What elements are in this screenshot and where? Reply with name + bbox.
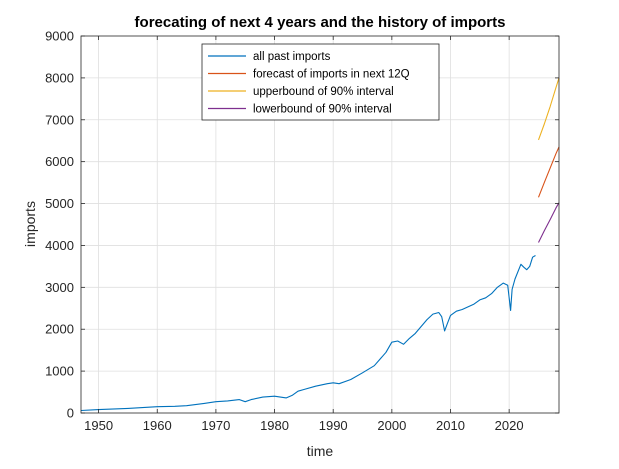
y-tick-label: 2000 xyxy=(45,322,74,337)
y-tick-label: 3000 xyxy=(45,280,74,295)
y-tick-label: 5000 xyxy=(45,196,74,211)
legend-label: forecast of imports in next 12Q xyxy=(253,69,410,81)
y-tick-label: 0 xyxy=(67,406,74,421)
x-axis-label: time xyxy=(307,443,334,459)
x-tick-label: 1990 xyxy=(319,418,348,433)
series-line-1 xyxy=(537,146,560,198)
x-tick-label: 1970 xyxy=(201,418,230,433)
legend-box xyxy=(201,43,440,121)
y-tick-label: 4000 xyxy=(45,238,74,253)
legend: all past imports forecast of imports in n… xyxy=(201,43,440,121)
x-tick-label: 2010 xyxy=(436,418,465,433)
x-tick-label: 1960 xyxy=(143,418,172,433)
plot-frame xyxy=(80,35,560,414)
series-line-0 xyxy=(80,255,536,412)
axis-ticks: 1950 1960 1970 1980 1990 2000 2010 2020 0 1000 200… xyxy=(45,29,559,433)
legend-label: lowerbound of 90% interval xyxy=(253,104,392,116)
x-tick-label: 1950 xyxy=(84,418,113,433)
y-tick-label: 9000 xyxy=(45,29,74,44)
y-tick-label: 8000 xyxy=(45,70,74,85)
y-axis-label: imports xyxy=(22,201,38,247)
x-tick-label: 2000 xyxy=(377,418,406,433)
series-line-2 xyxy=(537,77,560,141)
series-lines xyxy=(80,77,560,412)
y-tick-label: 6000 xyxy=(45,154,74,169)
y-tick-label: 7000 xyxy=(45,112,74,127)
chart-title: forecating of next 4 years and the histo… xyxy=(135,14,506,31)
x-tick-label: 1980 xyxy=(260,418,289,433)
legend-label: upperbound of 90% interval xyxy=(253,86,394,98)
series-line-3 xyxy=(538,202,560,243)
y-tick-label: 1000 xyxy=(45,364,74,379)
x-tick-label: 2020 xyxy=(495,418,524,433)
legend-label: all past imports xyxy=(253,51,331,63)
